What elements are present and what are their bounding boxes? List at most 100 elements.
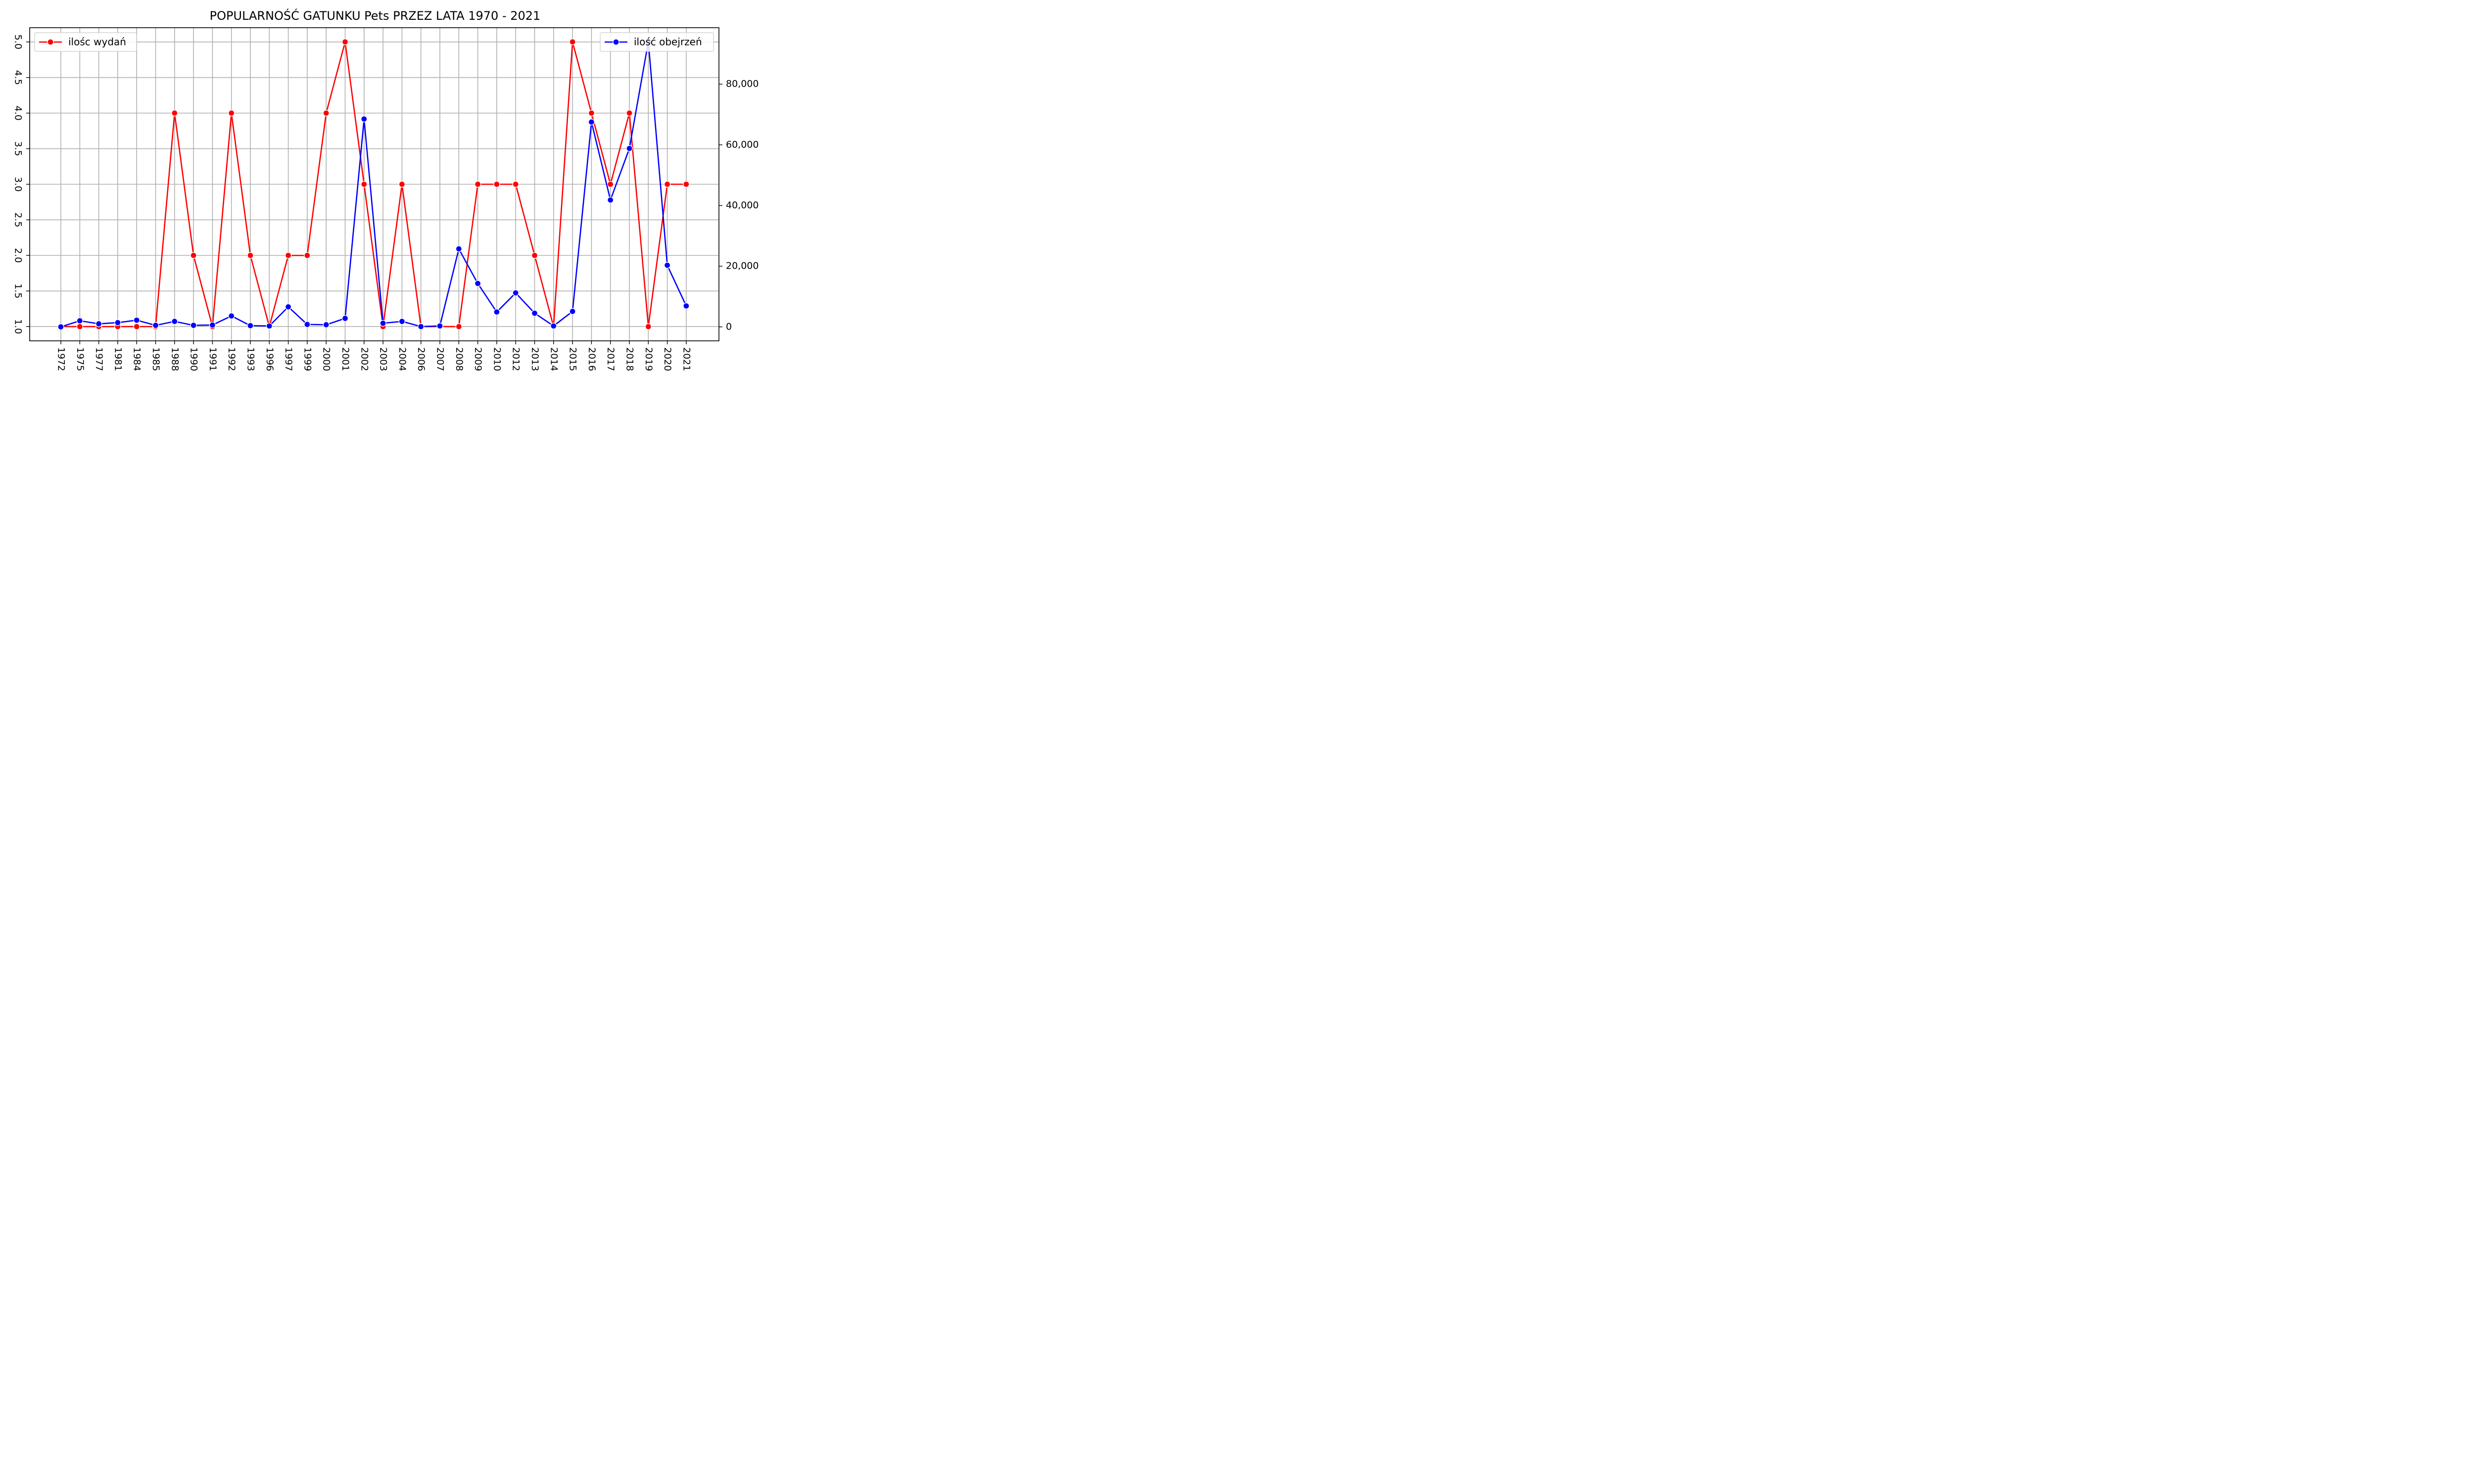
data-point <box>512 289 519 296</box>
data-point <box>380 320 386 327</box>
data-point <box>607 196 614 204</box>
series-2 <box>57 38 690 330</box>
data-point <box>664 181 671 188</box>
x-tick-label: 1993 <box>245 347 256 371</box>
data-point <box>361 181 368 188</box>
x-tick-label: 2001 <box>340 347 351 371</box>
x-tick-label: 1997 <box>283 347 294 371</box>
data-point <box>493 181 500 188</box>
y-right-tick-label: 80,000 <box>726 79 759 90</box>
data-point <box>190 252 197 259</box>
data-point <box>418 323 425 330</box>
data-point <box>531 252 538 259</box>
data-point <box>114 319 121 326</box>
y-left-tick-label: 5.0 <box>13 35 24 49</box>
x-tick-label: 1984 <box>132 347 143 371</box>
data-point <box>607 181 614 188</box>
x-tick-label: 2012 <box>511 347 522 371</box>
legend-label: ilość obejrzeń <box>634 36 702 48</box>
chart-svg: 1972 1975 1977 1981 1984 1985 1988 1990 1991 1992… <box>13 27 759 371</box>
legend-box <box>34 32 137 52</box>
x-tick-label: 2021 <box>681 347 692 371</box>
y-right-tick-label: 20,000 <box>726 261 759 272</box>
x-tick-label: 2015 <box>568 347 578 371</box>
data-point <box>664 262 671 269</box>
data-point <box>398 181 406 188</box>
x-tick-label: 1992 <box>226 347 237 371</box>
x-tick-label: 1991 <box>207 347 218 371</box>
x-tick-label: 1972 <box>56 347 67 371</box>
legend-marker <box>47 39 54 46</box>
data-point <box>228 109 235 117</box>
data-point <box>361 115 368 123</box>
data-point <box>626 145 633 152</box>
x-tick-label: 2019 <box>643 347 654 371</box>
y-left-tick-label: 4.5 <box>13 70 24 85</box>
y-left-tick-label: 1.5 <box>13 283 24 298</box>
x-tick-label: 2017 <box>605 347 616 371</box>
grid-lines <box>30 28 719 341</box>
data-point <box>626 109 633 117</box>
data-point <box>474 181 481 188</box>
y-right-tick-label: 40,000 <box>726 200 759 211</box>
data-point <box>171 318 178 325</box>
data-point <box>76 323 83 330</box>
x-tick-label: 2000 <box>321 347 332 371</box>
x-tick-label: 2008 <box>454 347 465 371</box>
legend-box <box>600 32 714 52</box>
data-point <box>683 302 690 310</box>
data-point <box>474 280 481 287</box>
data-point <box>341 39 349 46</box>
data-point <box>95 321 102 327</box>
y-left-tick-label: 1.0 <box>13 319 24 334</box>
legend-marker <box>613 39 619 46</box>
x-tick-label: 1988 <box>169 347 180 371</box>
x-tick-label: 2002 <box>359 347 370 371</box>
data-point <box>266 323 273 329</box>
data-point <box>304 321 311 328</box>
x-tick-label: 2010 <box>491 347 502 371</box>
data-point <box>171 109 178 117</box>
data-point <box>436 323 443 329</box>
data-point <box>285 252 292 259</box>
x-tick-label: 2014 <box>548 347 559 371</box>
x-tick-label: 1977 <box>94 347 104 371</box>
data-point <box>588 109 595 117</box>
x-tick-label: 2009 <box>473 347 483 371</box>
data-point <box>285 303 292 310</box>
data-point <box>133 323 140 330</box>
data-point <box>247 252 254 259</box>
y-left-tick-label: 3.5 <box>13 141 24 156</box>
data-point <box>493 309 500 316</box>
data-point <box>455 323 462 330</box>
series-line <box>60 41 687 328</box>
series-line <box>61 41 686 327</box>
data-point <box>341 315 349 322</box>
data-point <box>569 39 576 46</box>
legend-left: ilośc wydań <box>34 32 137 52</box>
x-axis: 1972 1975 1977 1981 1984 1985 1988 1990 1991 1992… <box>56 341 692 371</box>
x-tick-label: 1975 <box>75 347 86 371</box>
x-tick-label: 2013 <box>529 347 540 371</box>
x-tick-label: 2004 <box>397 347 408 371</box>
x-tick-label: 2006 <box>416 347 427 371</box>
data-point <box>76 317 83 325</box>
data-point <box>588 119 595 126</box>
data-point <box>550 323 557 329</box>
y-axis-left: 1.0 1.5 2.0 2.5 3.0 3.5 4.0 4.5 5.0 <box>13 35 30 334</box>
data-point <box>645 323 652 330</box>
data-point <box>323 109 330 117</box>
data-point <box>512 181 519 188</box>
x-tick-label: 1985 <box>150 347 161 371</box>
data-point <box>304 252 311 259</box>
x-tick-label: 1981 <box>112 347 123 371</box>
data-point <box>190 322 197 329</box>
x-tick-label: 1999 <box>302 347 313 371</box>
x-tick-label: 1996 <box>264 347 275 371</box>
y-left-tick-label: 2.0 <box>13 248 24 263</box>
legend-label: ilośc wydań <box>68 36 126 48</box>
data-point <box>683 181 690 188</box>
data-point <box>247 322 254 329</box>
y-left-tick-label: 2.5 <box>13 212 24 227</box>
x-tick-label: 2007 <box>435 347 446 371</box>
